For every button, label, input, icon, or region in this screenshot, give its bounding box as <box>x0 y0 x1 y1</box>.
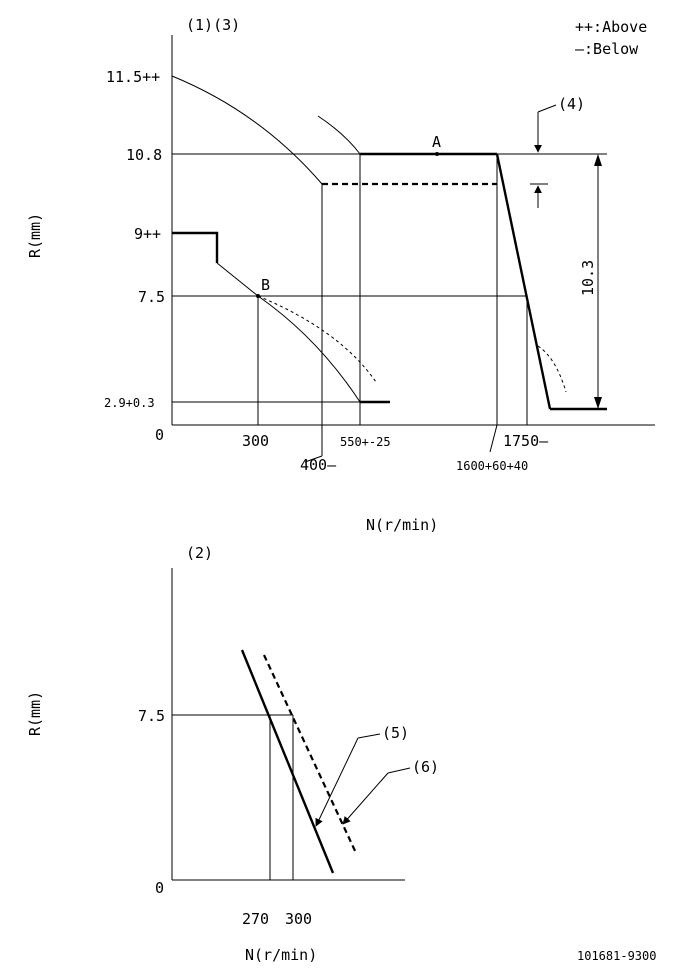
callout-4-label: (4) <box>558 95 585 113</box>
bottom-y-tick-7-5: 7.5 <box>138 707 165 725</box>
callout-4-leader <box>537 104 557 113</box>
legend-below: —:Below <box>575 40 639 58</box>
top-chart: A B (4) 10.3 (1)(3) R(mm) N(r/min) 11.5+… <box>26 16 655 534</box>
curve-upper-left <box>171 75 323 185</box>
droop-dashed <box>537 345 567 393</box>
legend-above: ++:Above <box>575 18 647 36</box>
point-b-label: B <box>261 276 270 294</box>
droop-line <box>495 153 552 410</box>
callout-6-arrow <box>342 772 389 825</box>
x-tick-400: 400— <box>300 456 337 474</box>
y-tick-11-5: 11.5++ <box>106 68 160 86</box>
x-tick-1750: 1750— <box>503 432 549 450</box>
callout-6-leader-top <box>387 767 411 774</box>
y-tick-7-5: 7.5 <box>138 288 165 306</box>
bottom-chart: (5) (6) (2) R(mm) N(r/min) 7.5 0 270 300 <box>26 544 439 964</box>
top-chart-label: (1)(3) <box>186 16 240 34</box>
bottom-chart-label: (2) <box>186 544 213 562</box>
idle-dashed <box>257 295 377 383</box>
x-tick-1600: 1600+60+40 <box>456 459 528 473</box>
dimension-10-3-arrow-top <box>594 154 602 166</box>
callout-5-arrow <box>315 737 359 827</box>
tick-400-leader <box>304 455 323 463</box>
document-number: 101681-9300 <box>577 949 656 963</box>
idle-curve <box>216 262 361 403</box>
bottom-x-tick-300: 300 <box>285 910 312 928</box>
bottom-x-tick-270: 270 <box>242 910 269 928</box>
x-tick-550: 550+-25 <box>340 435 391 449</box>
point-a-label: A <box>432 133 441 151</box>
y-tick-0: 0 <box>155 426 164 444</box>
bottom-y-tick-0: 0 <box>155 879 164 897</box>
y-tick-2-9: 2.9+0.3 <box>104 396 155 410</box>
callout-5-label: (5) <box>382 724 409 742</box>
bottom-y-axis-label: R(mm) <box>26 691 44 736</box>
point-b-marker <box>256 294 260 298</box>
y-tick-10-8: 10.8 <box>126 146 162 164</box>
x-tick-300: 300 <box>242 432 269 450</box>
y-tick-9: 9++ <box>134 225 161 243</box>
solid-slope-line <box>240 649 335 874</box>
dimension-10-3-arrow-bottom <box>594 397 602 409</box>
top-x-axis-label: N(r/min) <box>366 516 438 534</box>
tick-1600-leader <box>489 424 498 453</box>
callout-6-label: (6) <box>412 758 439 776</box>
idle-step <box>172 231 219 263</box>
callout-5-leader-top <box>357 733 381 739</box>
dimension-10-3-label: 10.3 <box>579 260 597 296</box>
curve-upper-arc <box>317 115 361 155</box>
dashed-slope-line <box>263 654 357 854</box>
bottom-x-axis-label: N(r/min) <box>245 946 317 964</box>
legend: ++:Above —:Below <box>575 18 647 58</box>
point-a-marker <box>435 152 439 156</box>
top-y-axis-label: R(mm) <box>26 213 44 258</box>
